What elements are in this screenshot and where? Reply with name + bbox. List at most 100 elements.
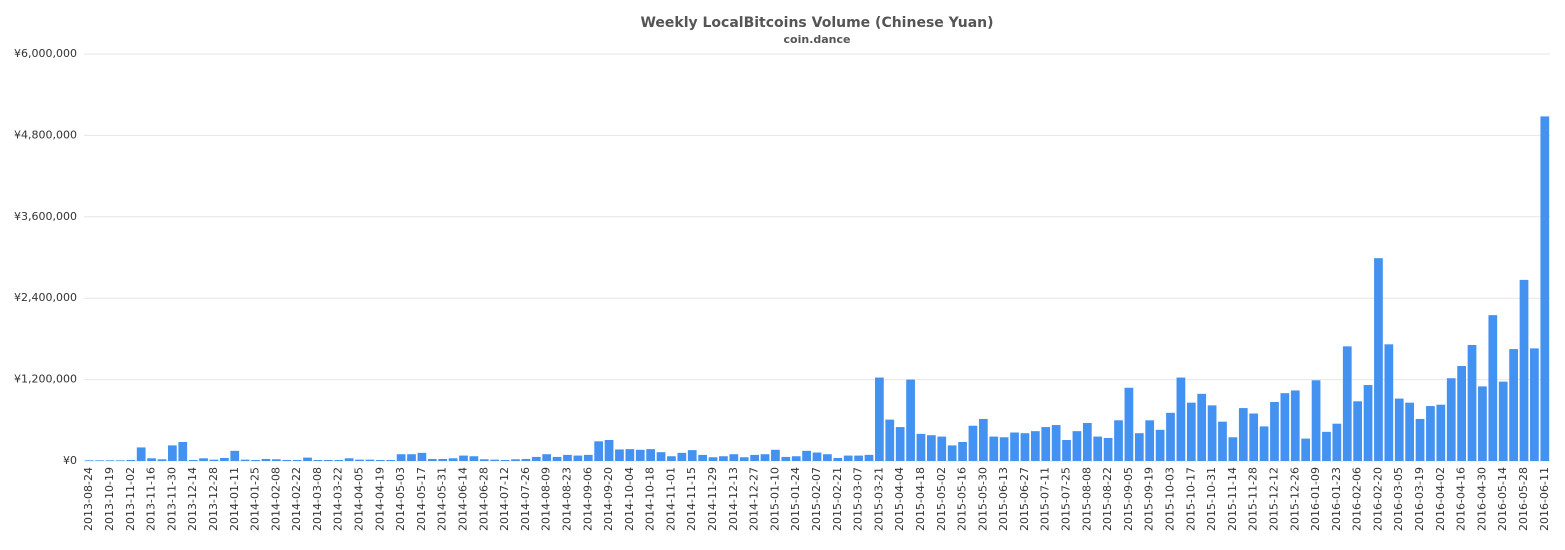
bar <box>126 459 136 461</box>
x-tick-label: 2014-09-06 <box>581 467 594 531</box>
bar <box>1062 439 1071 461</box>
bar <box>1197 393 1207 461</box>
bar <box>947 445 957 461</box>
bar <box>573 455 583 461</box>
bar <box>1353 401 1363 461</box>
bar <box>906 379 915 461</box>
bar <box>864 454 874 461</box>
x-tick-label: 2015-04-04 <box>893 467 906 531</box>
bar <box>407 454 416 461</box>
bar <box>698 454 707 461</box>
bar <box>479 459 489 461</box>
bar <box>209 459 219 461</box>
x-tick-label: 2015-02-21 <box>831 467 844 531</box>
bar <box>116 460 125 461</box>
x-tick-label: 2015-01-10 <box>768 467 781 531</box>
x-tick-label: 2014-01-25 <box>249 467 262 531</box>
bar <box>667 456 676 461</box>
bar <box>469 456 479 461</box>
y-tick-label: ¥4,800,000 <box>14 128 77 141</box>
bar <box>1446 378 1456 461</box>
bar <box>594 441 604 461</box>
x-tick-label: 2016-02-20 <box>1371 467 1384 531</box>
bar <box>687 450 697 461</box>
bar <box>646 449 656 461</box>
bar <box>1020 433 1030 461</box>
bar <box>282 459 292 461</box>
bar <box>188 459 198 461</box>
x-tick-label: 2014-02-22 <box>290 467 303 531</box>
bar <box>895 427 905 461</box>
x-tick-label: 2015-01-24 <box>789 467 802 531</box>
bar <box>1540 116 1550 461</box>
x-tick-label: 2015-05-16 <box>956 467 969 531</box>
bar <box>875 377 884 461</box>
x-tick-label: 2015-05-30 <box>976 467 989 531</box>
bar <box>719 456 728 461</box>
bar <box>292 459 302 461</box>
x-tick-label: 2016-01-23 <box>1330 467 1343 531</box>
bar <box>1498 381 1508 461</box>
bar <box>199 458 208 461</box>
x-tick-label: 2015-06-27 <box>1018 467 1031 531</box>
bar <box>978 418 988 461</box>
y-tick-label: ¥1,200,000 <box>14 373 77 386</box>
x-tick-label: 2013-12-14 <box>186 467 199 531</box>
bar <box>854 455 863 461</box>
x-tick-label: 2016-03-05 <box>1392 467 1405 531</box>
x-tick-label: 2014-07-26 <box>519 467 532 531</box>
x-tick-label: 2015-08-22 <box>1101 467 1114 531</box>
x-tick-label: 2015-07-11 <box>1039 467 1052 531</box>
bar <box>999 437 1009 461</box>
bar <box>1426 406 1435 461</box>
bar <box>178 442 188 461</box>
bar <box>157 459 167 461</box>
bar <box>323 459 333 461</box>
bar <box>438 458 448 461</box>
x-tick-label: 2014-08-09 <box>540 467 553 531</box>
bar <box>958 442 967 461</box>
bar <box>760 454 770 461</box>
bar <box>1186 402 1196 461</box>
bar <box>1249 413 1259 461</box>
bar <box>84 460 94 461</box>
bar <box>1010 432 1019 461</box>
x-tick-label: 2014-03-22 <box>332 467 345 531</box>
x-tick-label: 2014-05-17 <box>415 467 428 531</box>
bar <box>261 458 271 461</box>
x-tick-label: 2016-04-30 <box>1475 467 1488 531</box>
x-tick-label: 2014-10-18 <box>644 467 657 531</box>
bar <box>355 459 364 461</box>
bar <box>771 449 780 461</box>
x-tick-label: 2014-09-20 <box>602 467 615 531</box>
x-tick-label: 2015-04-18 <box>914 467 927 531</box>
bar <box>812 452 822 461</box>
x-tick-label: 2014-10-04 <box>623 467 636 531</box>
bar <box>1166 412 1175 461</box>
x-tick-label: 2015-02-07 <box>810 467 823 531</box>
bar <box>251 459 260 461</box>
bar <box>1478 386 1487 461</box>
x-tick-label: 2016-01-09 <box>1309 467 1322 531</box>
bar <box>1218 421 1227 461</box>
x-tick-label: 2015-12-26 <box>1288 467 1301 531</box>
bar <box>1290 390 1300 461</box>
x-tick-label: 2015-06-13 <box>997 467 1010 531</box>
bar <box>791 456 801 461</box>
bar <box>552 456 562 461</box>
bar <box>365 459 375 461</box>
bar <box>1134 433 1144 461</box>
bar <box>1155 429 1165 461</box>
bar <box>885 419 895 461</box>
x-tick-label: 2016-03-19 <box>1413 467 1426 531</box>
x-tick-label: 2014-04-05 <box>353 467 366 531</box>
bar <box>1384 344 1394 461</box>
bar <box>1259 426 1269 461</box>
bar <box>240 459 250 461</box>
x-tick-label: 2014-05-31 <box>436 467 449 531</box>
bar <box>1114 420 1123 461</box>
x-tick-label: 2016-06-11 <box>1538 467 1551 531</box>
bar <box>417 452 427 461</box>
bar <box>396 454 406 461</box>
bar <box>1415 418 1425 461</box>
